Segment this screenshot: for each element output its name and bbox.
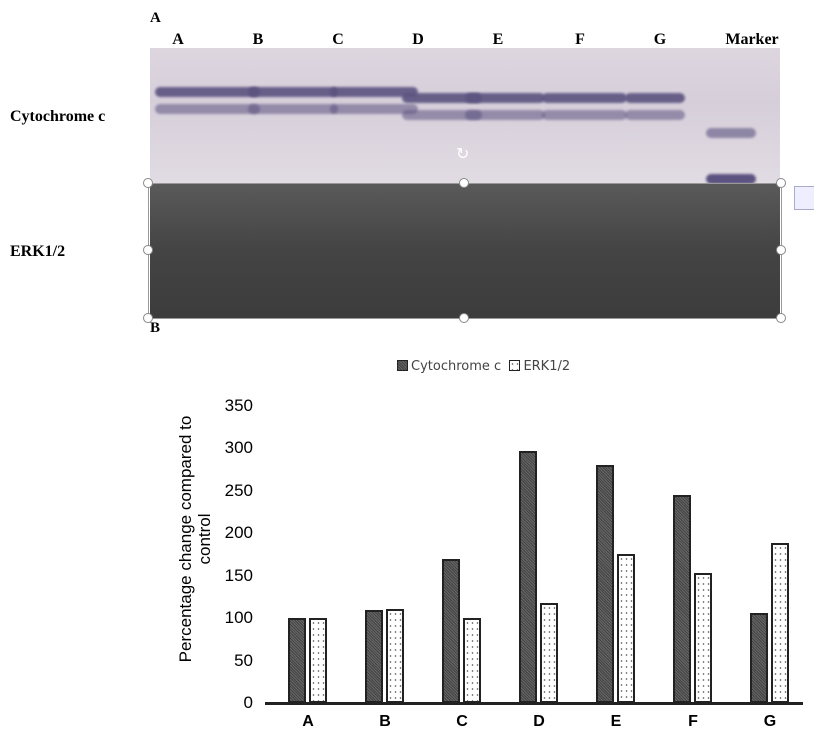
- lane-label: B: [252, 31, 264, 48]
- protein-band: [330, 87, 418, 97]
- resize-handle[interactable]: [776, 245, 786, 255]
- lane-label: D: [412, 31, 424, 48]
- chart-legend: Cytochrome c ERK1/2: [397, 359, 570, 374]
- x-tick-label: F: [688, 713, 698, 730]
- x-tick-label: G: [763, 713, 777, 730]
- blot-cytochrome-c-image: [150, 48, 780, 184]
- y-tick-label: 100: [224, 608, 253, 627]
- protein-band: [248, 87, 338, 97]
- protein-band: [625, 110, 685, 120]
- cytochrome-bar-E: [596, 465, 614, 703]
- protein-band: [402, 110, 482, 120]
- protein-band: [465, 110, 545, 120]
- x-tick-label: C: [456, 713, 468, 730]
- resize-handle[interactable]: [776, 178, 786, 188]
- x-tick-label: D: [533, 713, 545, 730]
- marker-band: [706, 128, 756, 138]
- protein-band: [155, 104, 260, 114]
- protein-band: [542, 93, 627, 103]
- row-label-cytochrome: Cytochrome c: [10, 108, 106, 125]
- protein-band: [402, 93, 482, 103]
- blot-erk-image[interactable]: [150, 183, 780, 318]
- protein-band: [248, 104, 338, 114]
- lane-label: G: [653, 31, 667, 48]
- cytochrome-bar-A: [288, 618, 306, 703]
- erk-bar-G: [771, 543, 789, 703]
- lane-label: E: [492, 31, 504, 48]
- protein-band: [465, 93, 545, 103]
- legend-label: Cytochrome c: [411, 359, 502, 374]
- resize-handle[interactable]: [776, 313, 786, 323]
- lane-label: Marker: [725, 31, 779, 48]
- y-axis-label: Percentage change compared to control: [176, 415, 214, 663]
- marker-band: [706, 174, 756, 184]
- row-label-erk: ERK1/2: [10, 243, 66, 260]
- resize-handle[interactable]: [143, 313, 153, 323]
- protein-band: [542, 110, 627, 120]
- cytochrome-bar-F: [673, 494, 691, 703]
- erk-bar-B: [386, 608, 404, 703]
- cytochrome-bar-D: [519, 450, 537, 703]
- erk-bar-C: [463, 618, 481, 703]
- protein-band: [330, 104, 418, 114]
- resize-handle[interactable]: [143, 245, 153, 255]
- y-tick-label: 150: [224, 565, 253, 585]
- layout-options-icon[interactable]: [794, 186, 814, 210]
- x-tick-label: E: [610, 713, 622, 730]
- y-tick-label: 0: [243, 693, 253, 712]
- x-tick-label: A: [302, 713, 314, 730]
- lane-label: F: [575, 31, 585, 48]
- erk-bar-F: [694, 572, 712, 703]
- legend-label: ERK1/2: [523, 359, 571, 374]
- cytochrome-bar-C: [442, 558, 460, 703]
- y-tick-label: 300: [224, 438, 253, 457]
- legend-swatch-cytochrome: [397, 360, 408, 371]
- legend-item-erk: ERK1/2: [509, 359, 570, 374]
- cytochrome-bar-G: [750, 612, 768, 703]
- panel-a-label: A: [150, 10, 161, 26]
- lane-label: C: [332, 31, 344, 48]
- x-tick-label: B: [379, 713, 391, 730]
- protein-band: [625, 93, 685, 103]
- y-tick-label: 50: [234, 650, 253, 670]
- erk-bar-E: [617, 554, 635, 703]
- resize-handle[interactable]: [143, 178, 153, 188]
- lane-label: A: [172, 31, 184, 48]
- rotate-handle-icon[interactable]: ↻: [456, 144, 470, 163]
- cytochrome-bar-B: [365, 610, 383, 703]
- selection-frame: [148, 183, 782, 319]
- y-tick-label: 200: [224, 523, 253, 542]
- erk-bar-D: [540, 602, 558, 703]
- resize-handle[interactable]: [459, 178, 469, 188]
- panel-b-label: B: [150, 320, 161, 336]
- y-tick-label: 350: [224, 395, 253, 415]
- x-axis-line: [265, 702, 803, 705]
- y-tick-label: 250: [224, 480, 253, 500]
- protein-band: [155, 87, 260, 97]
- legend-item-cytochrome: Cytochrome c: [397, 359, 501, 374]
- erk-bar-A: [309, 618, 327, 703]
- resize-handle[interactable]: [459, 313, 469, 323]
- legend-swatch-erk: [509, 360, 521, 371]
